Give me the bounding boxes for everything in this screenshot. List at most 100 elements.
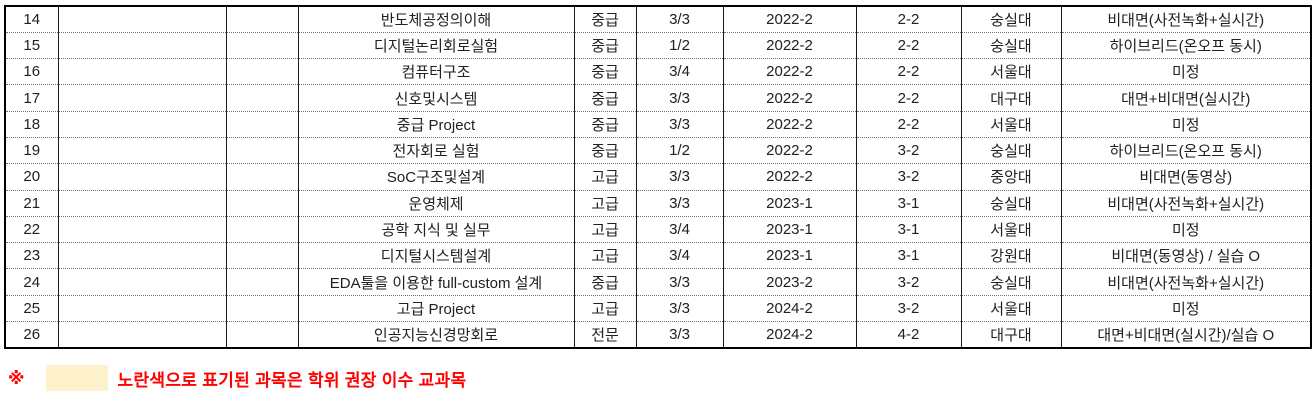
cell-course: 전자회로 실험 — [297, 136, 575, 165]
cell-level: 중급 — [573, 5, 637, 33]
cell-course: 고급 Project — [297, 294, 575, 323]
cell-mode: 비대면(사전녹화+실시간) — [1060, 5, 1312, 33]
cell-semester: 2023-1 — [722, 242, 857, 270]
cell-grade-sem: 3-2 — [855, 136, 962, 165]
cell-blank1 — [57, 58, 227, 86]
cell-semester: 2022-2 — [722, 5, 857, 33]
cell-university: 강원대 — [960, 242, 1062, 270]
table-row: 20 SoC구조및설계 고급 3/3 2022-2 3-2 중앙대 비대면(동영상) — [4, 163, 1312, 191]
cell-credits: 3/4 — [635, 242, 724, 270]
cell-course: SoC구조및설계 — [297, 163, 575, 191]
cell-grade-sem: 2-2 — [855, 31, 962, 60]
cell-level: 고급 — [573, 242, 637, 270]
cell-blank2 — [225, 58, 299, 86]
cell-semester: 2023-2 — [722, 268, 857, 296]
cell-university: 서울대 — [960, 215, 1062, 244]
cell-credits: 3/3 — [635, 189, 724, 217]
table-row: 26 인공지능신경망회로 전문 3/3 2024-2 4-2 대구대 대면+비대면(실시간)/… — [4, 321, 1312, 349]
cell-course: 디지털시스템설계 — [297, 242, 575, 270]
cell-university: 숭실대 — [960, 136, 1062, 165]
table-row: 14 반도체공정의이해 중급 3/3 2022-2 2-2 숭실대 비대면(사전녹화+실시간) — [4, 5, 1312, 33]
cell-credits: 3/3 — [635, 5, 724, 33]
cell-course: 공학 지식 및 실무 — [297, 215, 575, 244]
cell-no: 26 — [4, 321, 59, 349]
cell-mode: 대면+비대면(실시간)/실습 O — [1060, 321, 1312, 349]
cell-university: 숭실대 — [960, 5, 1062, 33]
cell-blank2 — [225, 31, 299, 60]
cell-blank1 — [57, 189, 227, 217]
cell-level: 중급 — [573, 268, 637, 296]
cell-blank2 — [225, 294, 299, 323]
cell-no: 24 — [4, 268, 59, 296]
cell-level: 고급 — [573, 215, 637, 244]
cell-blank2 — [225, 84, 299, 112]
cell-blank1 — [57, 136, 227, 165]
cell-blank1 — [57, 31, 227, 60]
cell-course: 신호및시스템 — [297, 84, 575, 112]
cell-semester: 2022-2 — [722, 163, 857, 191]
cell-blank1 — [57, 321, 227, 349]
cell-level: 중급 — [573, 84, 637, 112]
cell-no: 19 — [4, 136, 59, 165]
cell-semester: 2023-1 — [722, 215, 857, 244]
cell-blank2 — [225, 136, 299, 165]
cell-semester: 2022-2 — [722, 58, 857, 86]
cell-no: 23 — [4, 242, 59, 270]
table-row: 19 전자회로 실험 중급 1/2 2022-2 3-2 숭실대 하이브리드(온오프 동시) — [4, 136, 1312, 165]
cell-level: 중급 — [573, 58, 637, 86]
cell-credits: 3/3 — [635, 268, 724, 296]
cell-level: 중급 — [573, 110, 637, 138]
cell-mode: 미정 — [1060, 110, 1312, 138]
cell-university: 서울대 — [960, 294, 1062, 323]
cell-grade-sem: 3-2 — [855, 163, 962, 191]
cell-course: 중급 Project — [297, 110, 575, 138]
cell-blank1 — [57, 163, 227, 191]
table-row: 21 운영체제 고급 3/3 2023-1 3-1 숭실대 비대면(사전녹화+실시간) — [4, 189, 1312, 217]
cell-university: 중앙대 — [960, 163, 1062, 191]
cell-blank1 — [57, 268, 227, 296]
cell-mode: 대면+비대면(실시간) — [1060, 84, 1312, 112]
cell-no: 14 — [4, 5, 59, 33]
cell-grade-sem: 3-2 — [855, 268, 962, 296]
table-row: 24 EDA툴을 이용한 full-custom 설계 중급 3/3 2023-2 3-2… — [4, 268, 1312, 296]
cell-grade-sem: 2-2 — [855, 5, 962, 33]
cell-university: 대구대 — [960, 321, 1062, 349]
cell-blank2 — [225, 5, 299, 33]
cell-semester: 2022-2 — [722, 31, 857, 60]
cell-grade-sem: 4-2 — [855, 321, 962, 349]
cell-blank1 — [57, 215, 227, 244]
cell-mode: 비대면(사전녹화+실시간) — [1060, 268, 1312, 296]
cell-university: 서울대 — [960, 58, 1062, 86]
cell-mode: 비대면(사전녹화+실시간) — [1060, 189, 1312, 217]
footnote-marker: ※ — [8, 368, 25, 388]
cell-mode: 하이브리드(온오프 동시) — [1060, 136, 1312, 165]
cell-level: 전문 — [573, 321, 637, 349]
cell-blank1 — [57, 84, 227, 112]
cell-university: 숭실대 — [960, 268, 1062, 296]
cell-credits: 3/3 — [635, 321, 724, 349]
cell-credits: 3/3 — [635, 84, 724, 112]
table-row: 22 공학 지식 및 실무 고급 3/4 2023-1 3-1 서울대 미정 — [4, 215, 1312, 244]
cell-grade-sem: 2-2 — [855, 110, 962, 138]
table-row: 17 신호및시스템 중급 3/3 2022-2 2-2 대구대 대면+비대면(실시간) — [4, 84, 1312, 112]
cell-credits: 3/3 — [635, 294, 724, 323]
cell-level: 중급 — [573, 136, 637, 165]
cell-blank2 — [225, 163, 299, 191]
cell-university: 숭실대 — [960, 31, 1062, 60]
cell-credits: 3/4 — [635, 58, 724, 86]
cell-university: 숭실대 — [960, 189, 1062, 217]
cell-mode: 미정 — [1060, 58, 1312, 86]
cell-semester: 2022-2 — [722, 136, 857, 165]
footnote: ※ 노란색으로 표기된 과목은 학위 권장 이수 교과목 — [8, 365, 1316, 392]
cell-credits: 3/4 — [635, 215, 724, 244]
table-row: 18 중급 Project 중급 3/3 2022-2 2-2 서울대 미정 — [4, 110, 1312, 138]
cell-university: 서울대 — [960, 110, 1062, 138]
cell-no: 18 — [4, 110, 59, 138]
cell-level: 고급 — [573, 163, 637, 191]
cell-semester: 2023-1 — [722, 189, 857, 217]
cell-blank2 — [225, 215, 299, 244]
cell-blank2 — [225, 268, 299, 296]
table-row: 15 디지털논리회로실험 중급 1/2 2022-2 2-2 숭실대 하이브리드(온오프 동시… — [4, 31, 1312, 60]
cell-credits: 3/3 — [635, 110, 724, 138]
cell-mode: 하이브리드(온오프 동시) — [1060, 31, 1312, 60]
